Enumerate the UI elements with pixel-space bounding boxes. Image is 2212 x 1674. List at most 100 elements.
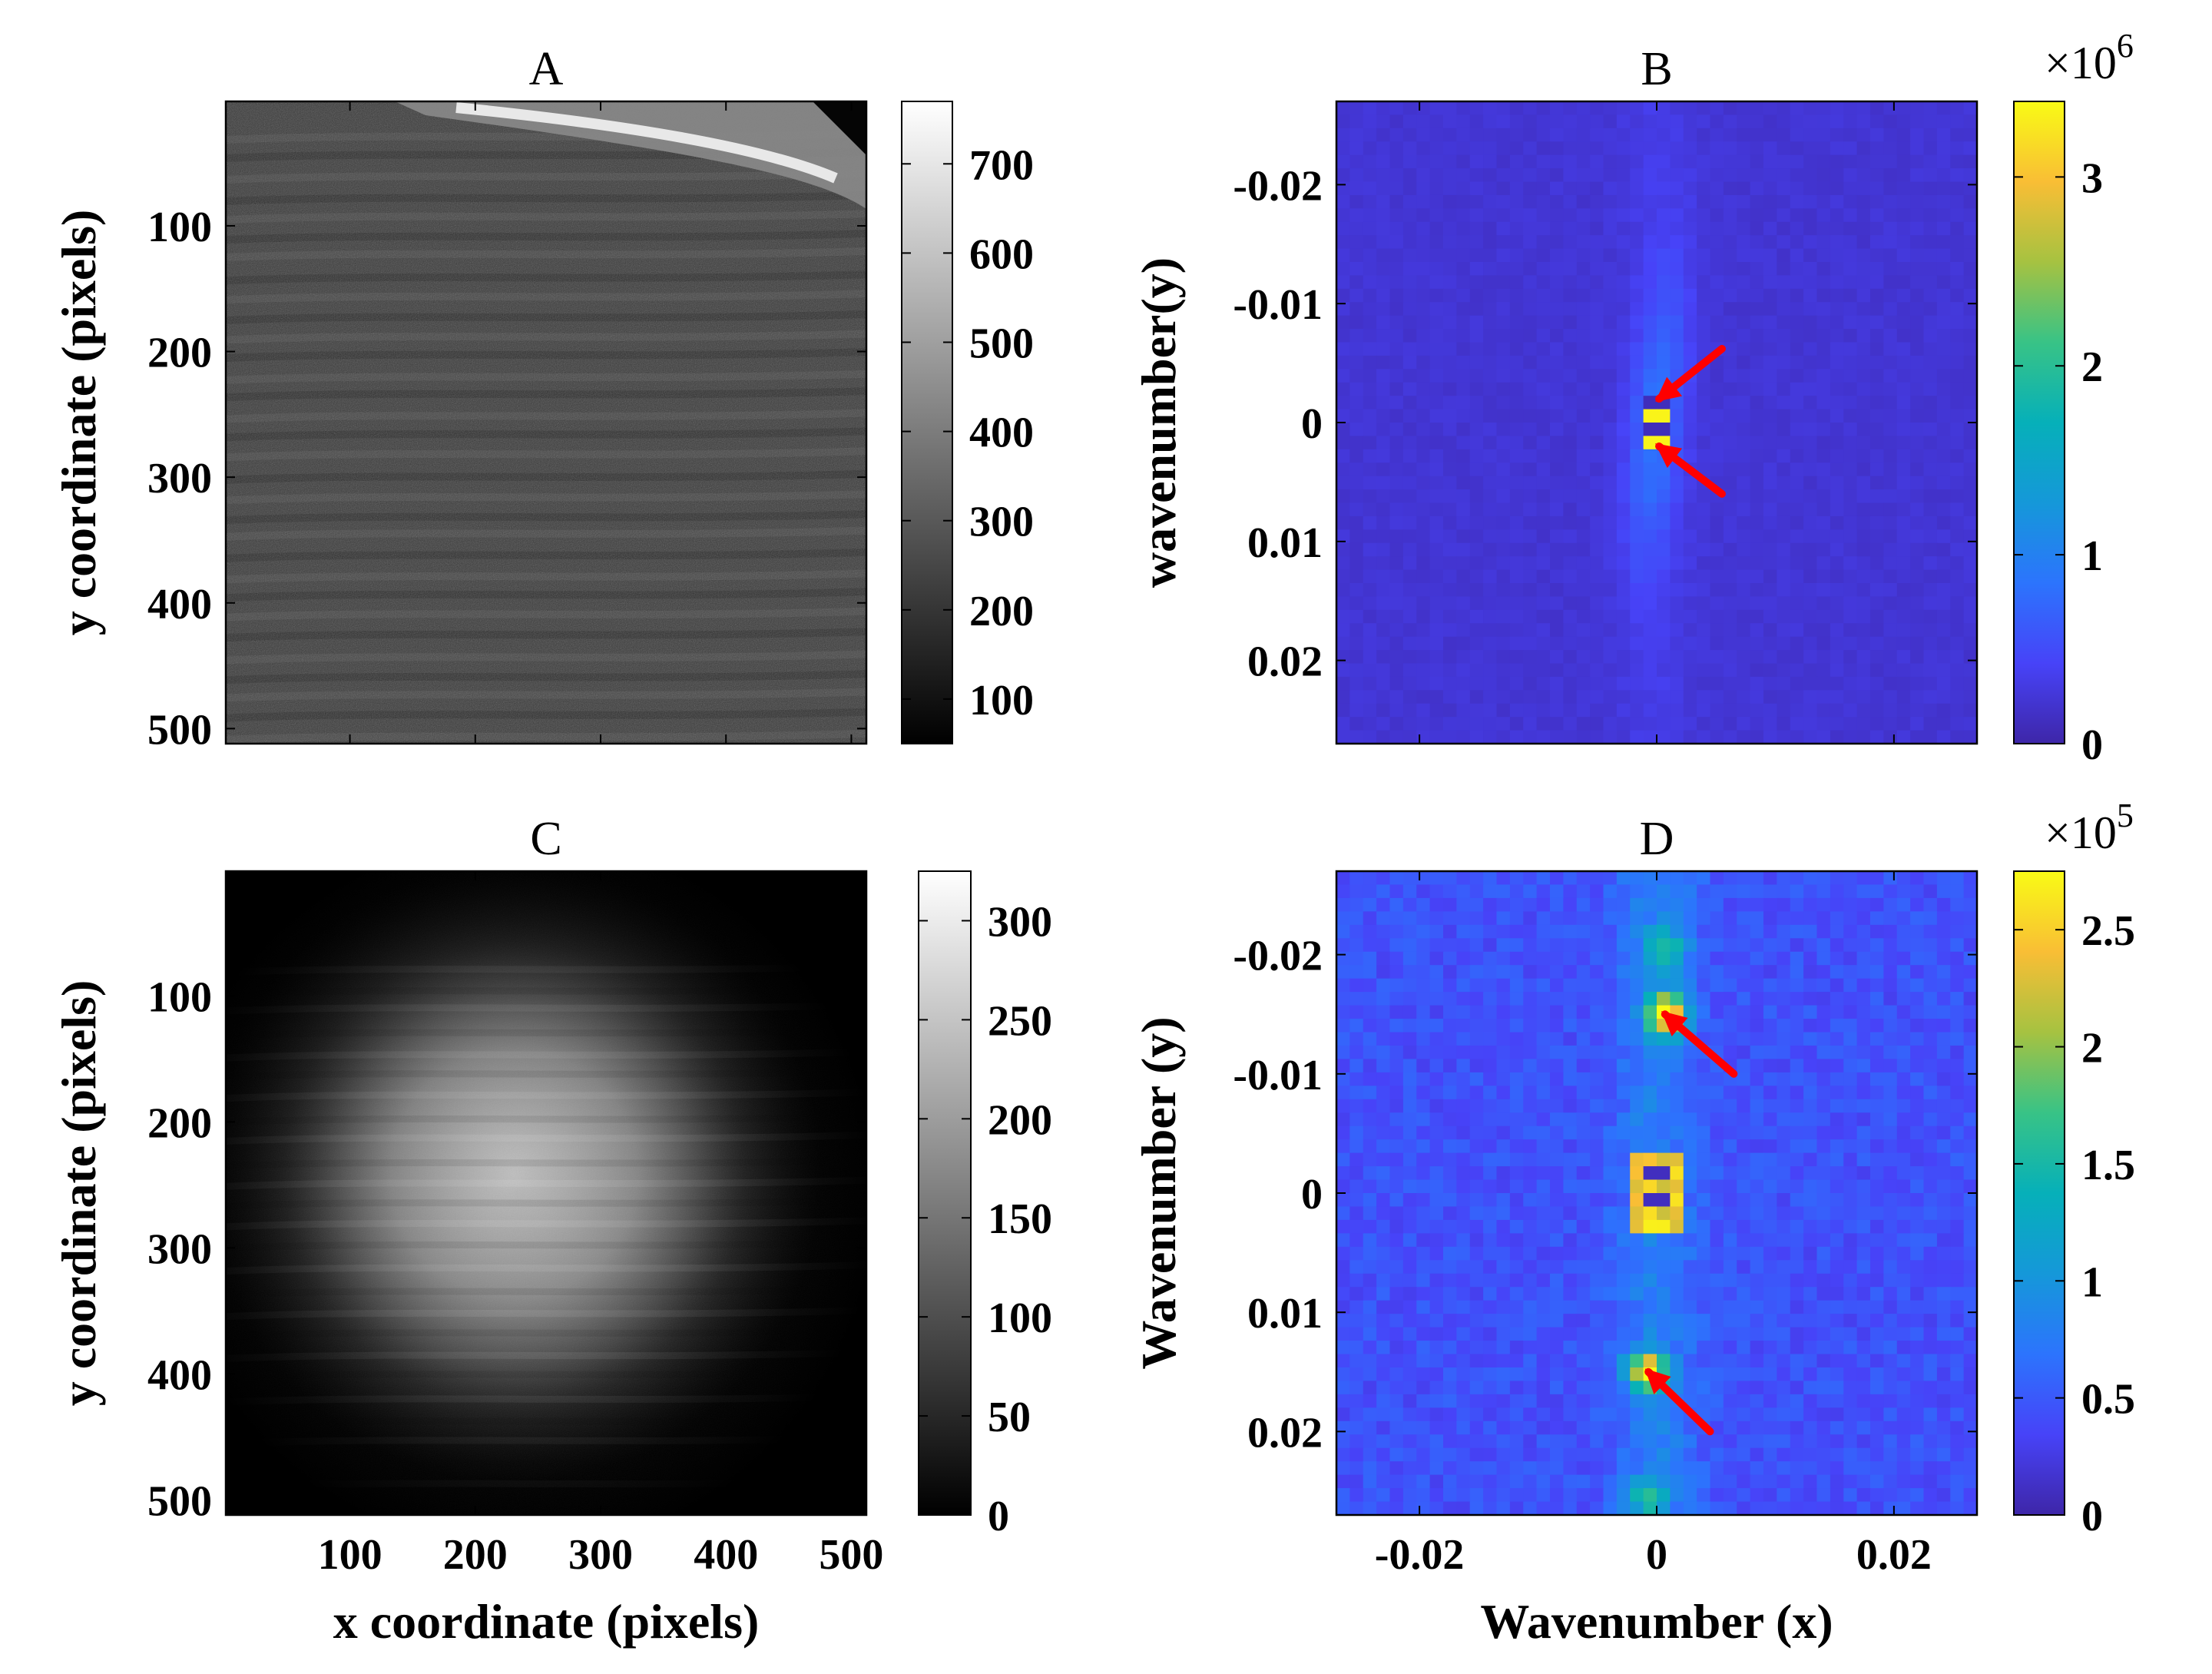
heat-cell [1429, 436, 1444, 450]
heat-cell [1523, 992, 1538, 1006]
heat-cell [1550, 1112, 1564, 1127]
heat-cell [1803, 168, 1818, 183]
heat-cell [1416, 1461, 1431, 1476]
heat-cell [1923, 717, 1938, 731]
heat-cell [1737, 1300, 1751, 1314]
heat-cell [1670, 502, 1684, 517]
heat-cell [1429, 1434, 1444, 1449]
heat-cell [1550, 1300, 1564, 1314]
heat-cell [1509, 409, 1524, 423]
heat-cell [1763, 154, 1777, 169]
heat-cell [1896, 329, 1911, 343]
heat-cell [1363, 884, 1377, 899]
heat-cell [1496, 101, 1511, 116]
heat-cell [1336, 871, 1350, 886]
heat-cell [1509, 1152, 1524, 1167]
heat-cell [1416, 951, 1431, 966]
heat-cell [1643, 315, 1657, 330]
heat-cell [1923, 1434, 1938, 1449]
heat-cell [1402, 1152, 1417, 1167]
heat-cell [1963, 1341, 1977, 1355]
heat-cell [1710, 676, 1724, 691]
heat-cell [1870, 114, 1884, 129]
heat-cell [1643, 1407, 1657, 1422]
heat-cell [1550, 1005, 1564, 1019]
heat-cell [1710, 194, 1724, 209]
heat-cell [1963, 502, 1977, 517]
heat-cell [1710, 663, 1724, 678]
heat-cell [1670, 690, 1684, 704]
heat-cell [1630, 623, 1644, 638]
heat-cell [1590, 1246, 1604, 1261]
heat-cell [1563, 476, 1578, 490]
heat-cell [1750, 1354, 1764, 1368]
heat-cell [1389, 583, 1404, 598]
heat-cell [1896, 1045, 1911, 1060]
heat-cell [1750, 248, 1764, 263]
heat-cell [1657, 1407, 1671, 1422]
heat-cell [1950, 502, 1965, 517]
heat-cell [1856, 1193, 1871, 1208]
heat-cell [1630, 1086, 1644, 1100]
heat-cell [1697, 1394, 1711, 1408]
heat-cell [1763, 1233, 1777, 1248]
heat-cell [1763, 1125, 1777, 1140]
heat-cell [1963, 1112, 1977, 1127]
heat-cell [1550, 1166, 1564, 1181]
heat-cell [1830, 221, 1844, 236]
heat-cell [1816, 730, 1831, 744]
heat-cell [1603, 965, 1618, 980]
heat-cell [1402, 1045, 1417, 1060]
heat-cell [1550, 1367, 1564, 1382]
heat-cell [1456, 676, 1471, 691]
heat-cell [1616, 1273, 1631, 1288]
heat-cell [1697, 302, 1711, 317]
heat-cell [1402, 1099, 1417, 1113]
heat-cell [1896, 1072, 1911, 1086]
heat-cell [1683, 355, 1697, 370]
heat-cell [1777, 938, 1791, 953]
heat-cell [1429, 636, 1444, 651]
heat-cell [1936, 355, 1951, 370]
heat-cell [1963, 1193, 1977, 1208]
heat-cell [1469, 1206, 1484, 1221]
heat-cell [1550, 556, 1564, 571]
heat-cell [1643, 1474, 1657, 1489]
heat-cell [1697, 1300, 1711, 1314]
heat-cell [1402, 396, 1417, 410]
heat-cell [1763, 1287, 1777, 1301]
heat-cell [1657, 636, 1671, 651]
heat-cell [1803, 141, 1818, 156]
heat-cell [1523, 342, 1538, 356]
heat-cell [1883, 168, 1898, 183]
heat-cell [1777, 423, 1791, 437]
heat-cell [1590, 730, 1604, 744]
heat-cell [1963, 871, 1977, 886]
heat-cell [1616, 690, 1631, 704]
heat-cell [1870, 1447, 1884, 1462]
heat-cell [1697, 436, 1711, 450]
heat-cell [1550, 423, 1564, 437]
heat-cell [1630, 409, 1644, 423]
heat-cell [1936, 114, 1951, 129]
heat-cell [1643, 476, 1657, 490]
heat-cell [1830, 1193, 1844, 1208]
heat-cell [1469, 978, 1484, 993]
heat-cell [1723, 462, 1737, 477]
heat-cell [1363, 650, 1377, 665]
heat-cell [1376, 141, 1391, 156]
heat-cell [1936, 154, 1951, 169]
heat-cell [1963, 181, 1977, 196]
heat-cell [1616, 248, 1631, 263]
heat-cell [1936, 717, 1951, 731]
heat-cell [1429, 154, 1444, 169]
heat-cell [1950, 1447, 1965, 1462]
heat-cell [1630, 1447, 1644, 1462]
heat-cell [1616, 1059, 1631, 1073]
heat-cell [1443, 1019, 1457, 1033]
heat-cell [1496, 382, 1511, 396]
heat-cell [1723, 1381, 1737, 1395]
heat-cell [1389, 1233, 1404, 1248]
heat-cell [1883, 938, 1898, 953]
heat-cell [1883, 101, 1898, 116]
